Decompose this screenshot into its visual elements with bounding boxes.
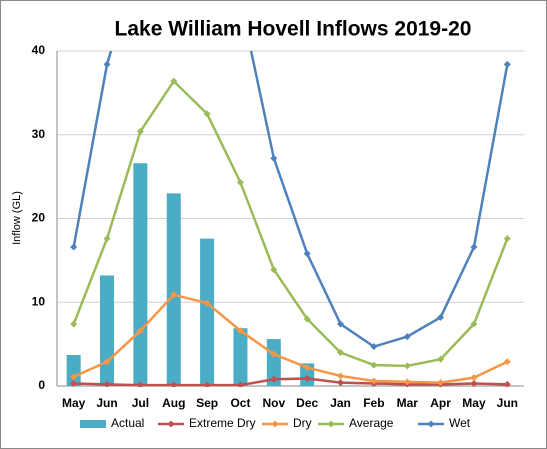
marker: [136, 381, 144, 387]
marker: [270, 154, 278, 162]
marker: [403, 378, 411, 386]
marker: [136, 127, 144, 135]
x-tick-label: Sep: [196, 396, 218, 410]
marker: [337, 349, 345, 356]
y-tick-label: 30: [32, 127, 46, 141]
bar: [66, 355, 81, 386]
legend-label: Dry: [293, 416, 312, 430]
marker: [303, 315, 311, 323]
marker: [103, 60, 111, 68]
x-tick-label: Jun: [497, 396, 518, 410]
bar: [200, 238, 215, 386]
x-tick-label: May: [62, 396, 86, 410]
marker: [270, 266, 278, 274]
marker: [70, 243, 78, 251]
marker: [337, 379, 345, 387]
marker: [503, 60, 511, 68]
marker: [236, 178, 244, 186]
legend-marker: [427, 420, 435, 428]
y-tick-label: 40: [32, 43, 46, 57]
x-tick-label: Jul: [132, 396, 149, 410]
marker: [437, 313, 445, 321]
bar: [133, 163, 148, 386]
marker: [503, 380, 511, 387]
marker: [337, 372, 345, 380]
marker: [236, 381, 244, 387]
marker: [236, 327, 244, 335]
y-tick-label: 20: [32, 211, 46, 225]
marker: [403, 333, 411, 341]
marker: [170, 381, 178, 387]
marker: [470, 374, 478, 382]
marker: [470, 379, 478, 387]
plot-area: [66, 51, 511, 387]
marker: [303, 374, 311, 382]
bar: [100, 275, 115, 386]
marker: [103, 358, 111, 366]
line: [73, 377, 508, 387]
marker: [103, 235, 111, 243]
x-tick-label: Aug: [162, 396, 185, 410]
marker: [437, 379, 445, 387]
marker: [70, 320, 78, 328]
chart-title: Lake William Hovell Inflows 2019-20: [115, 18, 472, 41]
marker: [203, 110, 211, 118]
line: [73, 293, 508, 384]
legend-label: Wet: [449, 416, 471, 430]
marker: [337, 320, 345, 328]
marker: [470, 320, 478, 328]
legend-label: Average: [349, 416, 394, 430]
bar: [166, 193, 181, 386]
marker: [203, 381, 211, 387]
marker: [270, 350, 278, 358]
marker: [103, 380, 111, 387]
line: [72, 79, 509, 368]
marker: [170, 291, 178, 299]
marker: [503, 235, 511, 243]
marker: [70, 373, 78, 381]
marker: [503, 358, 511, 366]
marker: [370, 361, 378, 369]
marker: [136, 327, 144, 335]
x-tick-label: May: [462, 396, 486, 410]
x-tick-label: Jun: [96, 396, 117, 410]
y-axis-label: Inflow (GL): [11, 191, 23, 245]
x-tick-label: Feb: [363, 396, 384, 410]
x-tick-label: Oct: [230, 396, 250, 410]
marker: [270, 375, 278, 383]
x-tick-label: Apr: [430, 396, 451, 410]
marker: [437, 355, 445, 363]
legend-marker: [167, 420, 175, 428]
line: [72, 51, 509, 349]
marker: [303, 250, 311, 258]
x-tick-label: Dec: [296, 396, 318, 410]
legend-label: Actual: [111, 416, 144, 430]
legend-swatch: [80, 420, 106, 428]
marker: [403, 362, 411, 370]
marker: [303, 364, 311, 372]
marker: [470, 243, 478, 251]
legend-marker: [327, 420, 335, 428]
x-tick-label: Jan: [330, 396, 351, 410]
y-tick-label: 0: [38, 378, 45, 392]
marker: [70, 379, 78, 387]
x-tick-label: Nov: [262, 396, 285, 410]
legend-label: Extreme Dry: [189, 416, 256, 430]
marker: [203, 299, 211, 307]
y-tick-label: 10: [32, 294, 46, 308]
legend-marker: [271, 420, 279, 428]
x-tick-label: Mar: [397, 396, 419, 410]
bar: [233, 328, 248, 386]
marker: [170, 77, 178, 85]
marker: [370, 377, 378, 385]
marker: [370, 343, 378, 351]
